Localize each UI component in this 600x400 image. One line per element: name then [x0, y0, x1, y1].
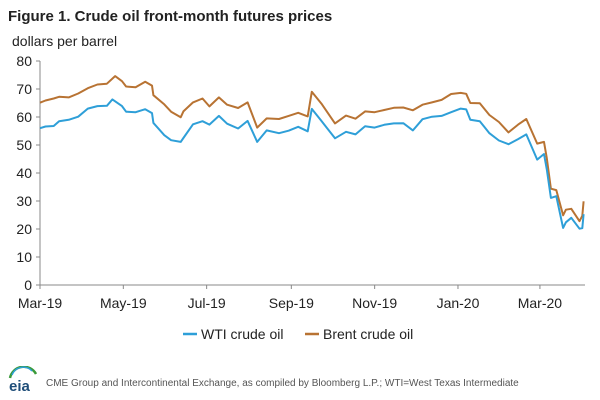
- y-axis-label: dollars per barrel: [12, 33, 117, 49]
- y-tick-label: 60: [16, 109, 32, 125]
- eia-logo-icon: eia: [8, 366, 38, 394]
- y-tick-label: 30: [16, 193, 32, 209]
- legend-label: Brent crude oil: [323, 326, 413, 342]
- y-tick-label: 10: [16, 249, 32, 265]
- y-tick-label: 20: [16, 221, 32, 237]
- y-tick-label: 80: [16, 53, 32, 69]
- y-tick-label: 50: [16, 137, 32, 153]
- x-tick-label: Jul-19: [188, 295, 226, 311]
- x-tick-label: Mar-20: [518, 295, 563, 311]
- x-tick-label: Nov-19: [352, 295, 397, 311]
- source-note: CME Group and Intercontinental Exchange,…: [46, 378, 519, 389]
- x-tick-label: Mar-19: [18, 295, 63, 311]
- series-line-wti: [39, 98, 585, 230]
- x-tick-label: Sep-19: [269, 295, 314, 311]
- series-line-brent: [39, 75, 585, 223]
- x-tick-label: Jan-20: [437, 295, 480, 311]
- legend-label: WTI crude oil: [201, 326, 283, 342]
- chart-title: Figure 1. Crude oil front-month futures …: [8, 8, 333, 25]
- x-tick-label: May-19: [100, 295, 147, 311]
- y-tick-label: 70: [16, 81, 32, 97]
- y-tick-label: 40: [16, 165, 32, 181]
- svg-text:eia: eia: [9, 378, 31, 394]
- y-tick-label: 0: [24, 277, 32, 293]
